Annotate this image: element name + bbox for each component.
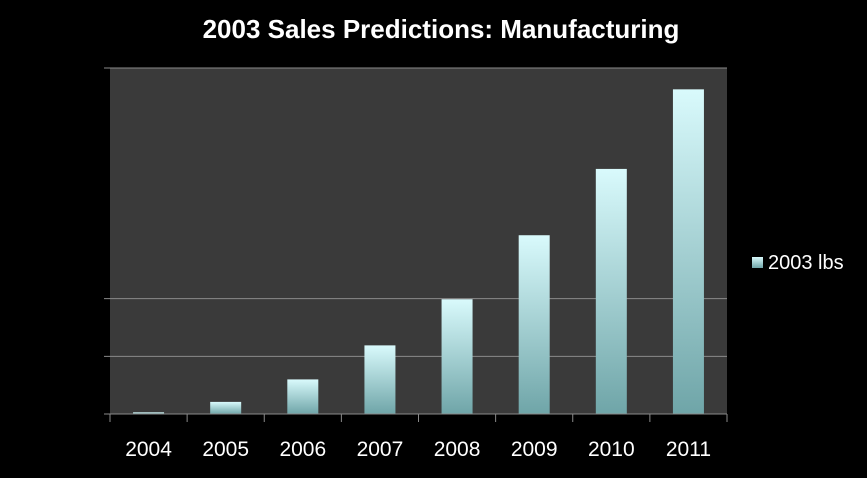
bar-2010 [595,168,627,414]
bar-2007 [364,345,396,414]
x-tick-label: 2006 [279,438,326,461]
legend-swatch [752,257,763,268]
x-tick-label: 2009 [511,438,558,461]
bar-2011 [672,89,704,414]
x-tick-label: 2008 [434,438,481,461]
bar-2009 [518,235,550,414]
x-tick-label: 2004 [125,438,172,461]
x-tick-label: 2007 [357,438,404,461]
x-tick-labels: 2004 2005 2006 2007 2008 2009 2010 2011 [125,438,711,461]
x-tick-label: 2005 [202,438,249,461]
bar-2004 [133,412,165,414]
bar-2008 [441,299,473,414]
chart-title: 2003 Sales Predictions: Manufacturing [203,14,680,44]
legend-label: 2003 lbs [768,252,844,274]
plot-area [110,68,727,414]
bar-2005 [210,401,242,414]
x-axis [109,413,728,422]
bar-2006 [287,379,319,414]
x-tick-label: 2010 [588,438,635,461]
legend: 2003 lbs [752,252,844,274]
x-tick-label: 2011 [666,438,711,461]
bars [133,89,704,414]
